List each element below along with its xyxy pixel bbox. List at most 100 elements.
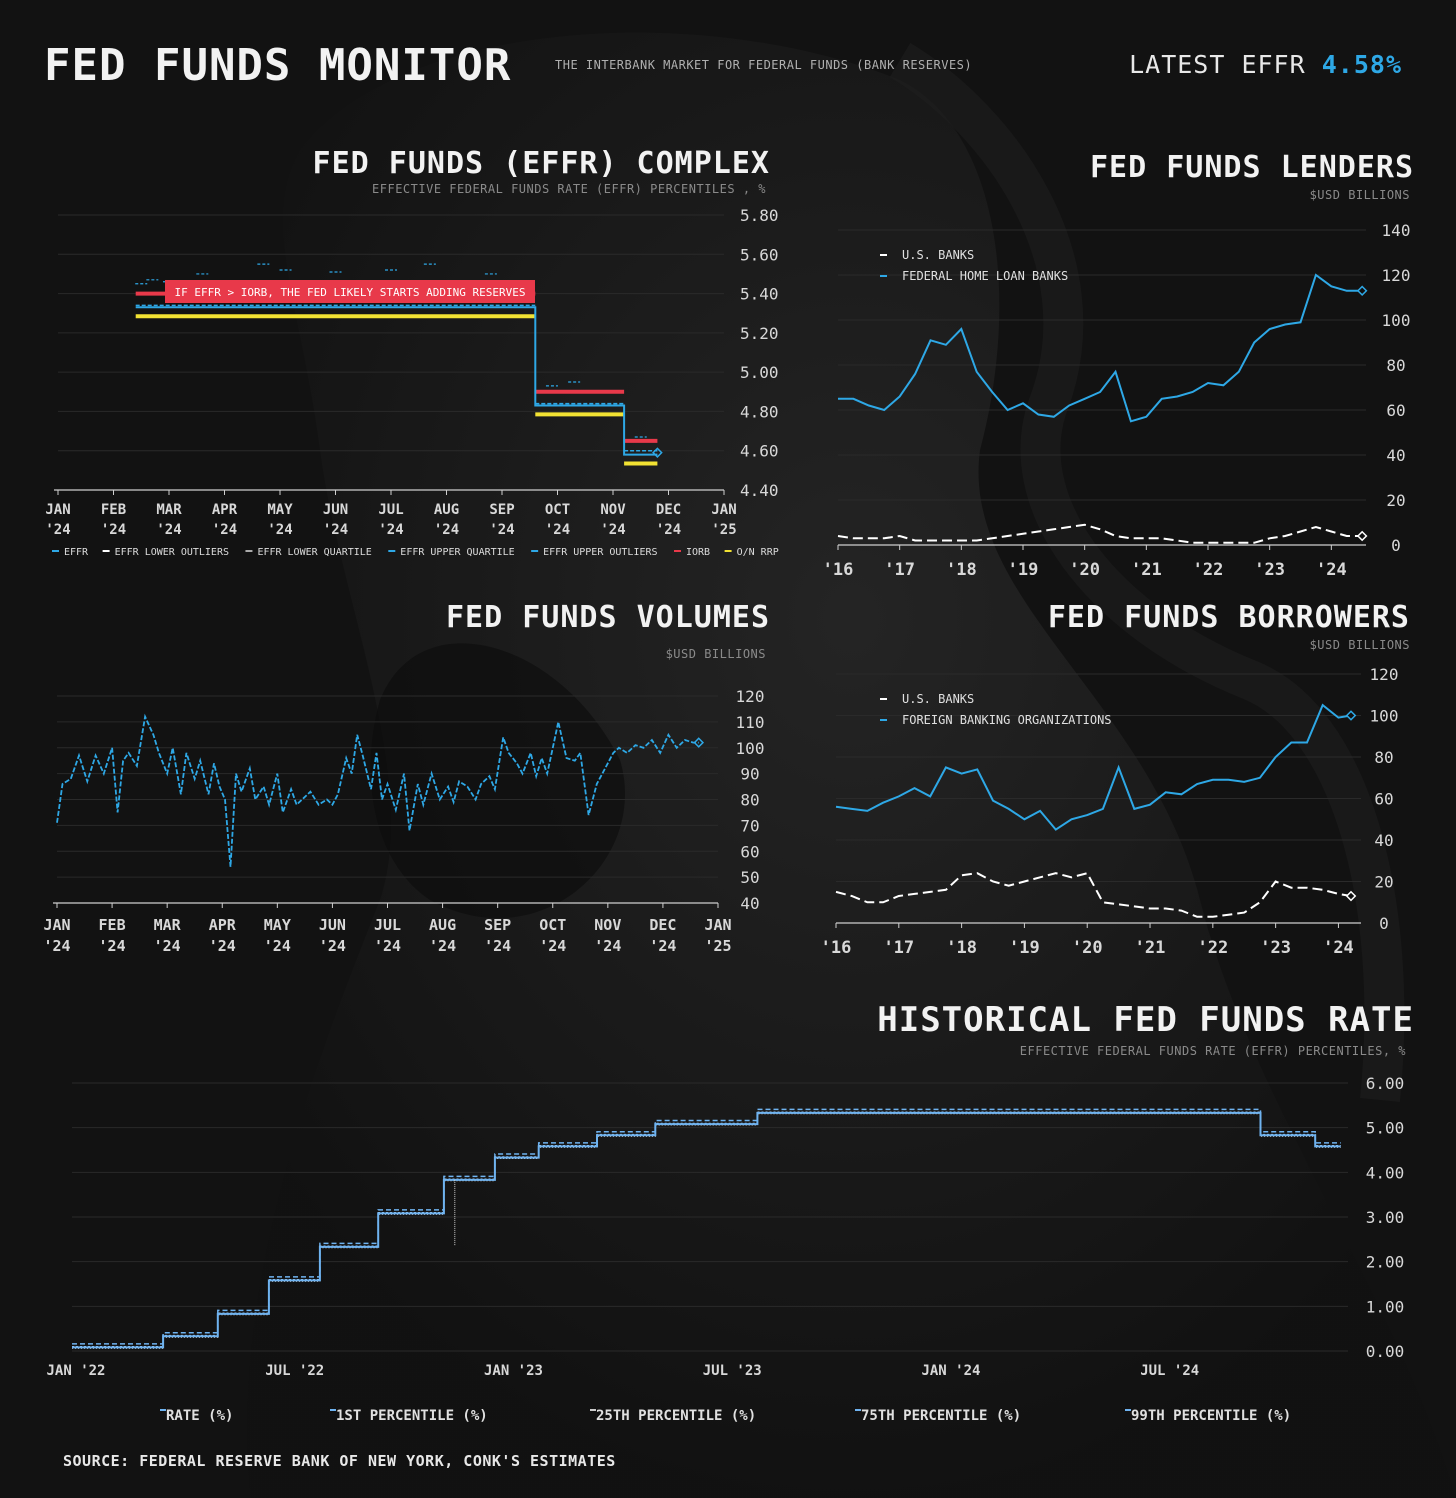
volumes-xtick-label: '24 xyxy=(374,937,401,955)
historical-legend-label: RATE (%) xyxy=(166,1408,233,1424)
volumes-xtick-label: JUL xyxy=(374,916,401,934)
borrowers-ytick-label: 120 xyxy=(1370,665,1399,684)
borrowers-xtick-label: '24 xyxy=(1323,938,1354,958)
volumes-xtick-label: DEC xyxy=(649,916,676,934)
historical-ytick-label: 3.00 xyxy=(1366,1208,1405,1227)
volumes-ytick-label: 100 xyxy=(736,739,765,758)
historical-chart: 6.00 5.00 4.00 3.00 2.00 1.00 0.00 JAN '22 JUL '… xyxy=(46,1074,1405,1424)
complex-legend-label: EFFR LOWER QUARTILE xyxy=(257,547,371,558)
lenders-last-marker xyxy=(1356,530,1368,542)
lenders-title: FED FUNDS LENDERS xyxy=(1089,150,1414,185)
volumes-xtick-label: '24 xyxy=(99,937,126,955)
volumes-title: FED FUNDS VOLUMES xyxy=(445,600,770,635)
lenders-ytick-label: 20 xyxy=(1386,491,1405,510)
borrowers-xtick-label: '20 xyxy=(1072,938,1103,958)
complex-xtick-label: '24 xyxy=(545,522,570,538)
complex-xtick-label: '24 xyxy=(101,522,126,538)
historical-xtick-label: JUL '22 xyxy=(265,1363,324,1379)
historical-p99-line xyxy=(72,1108,1341,1345)
complex-ytick-label: 5.20 xyxy=(740,324,779,343)
historical-rate-line xyxy=(72,1111,1341,1349)
complex-ytick-label: 5.00 xyxy=(740,363,779,382)
complex-xtick-label: MAY xyxy=(267,502,293,518)
borrowers-last-marker xyxy=(1345,890,1357,902)
volumes-xtick-label: '24 xyxy=(264,937,291,955)
complex-xtick-label: JUL xyxy=(378,502,403,518)
complex-xtick-label: APR xyxy=(212,502,238,518)
complex-ytick-label: 4.80 xyxy=(740,402,779,421)
volumes-ytick-label: 110 xyxy=(736,713,765,732)
app-title: FED FUNDS MONITOR xyxy=(44,40,512,91)
borrowers-xtick-label: '16 xyxy=(821,938,852,958)
volumes-xtick-label: NOV xyxy=(594,916,621,934)
volumes-xtick-label: MAR xyxy=(154,916,182,934)
volumes-xtick-label: JUN xyxy=(319,916,346,934)
complex-ytick-label: 4.60 xyxy=(740,442,779,461)
volumes-xtick-label: '24 xyxy=(649,937,676,955)
historical-xtick-label: JUL '24 xyxy=(1140,1363,1199,1379)
complex-xtick-label: FEB xyxy=(101,502,126,518)
lenders-chart: 0 20 40 60 80 100 120 140 '16 '17 '18 '19 '20 '21 '22 '… xyxy=(823,221,1411,580)
complex-annotation-text: IF EFFR > IORB, THE FED LIKELY STARTS AD… xyxy=(175,286,526,299)
lenders-ytick-label: 80 xyxy=(1386,356,1405,375)
volumes-ytick-label: 60 xyxy=(740,842,759,861)
complex-xtick-label: DEC xyxy=(656,502,681,518)
historical-title: HISTORICAL FED FUNDS RATE xyxy=(877,1000,1414,1040)
historical-ytick-label: 4.00 xyxy=(1366,1163,1405,1182)
volumes-xtick-label: '24 xyxy=(484,937,511,955)
complex-xtick-label: '24 xyxy=(267,522,292,538)
complex-xtick-label: OCT xyxy=(545,502,570,518)
volumes-chart: 120 110 100 90 80 70 60 50 40 JAN '24 FEB '24 MAR '24 A… xyxy=(43,687,765,955)
lenders-ytick-label: 40 xyxy=(1386,446,1405,465)
latest-effr-value: 4.58% xyxy=(1321,50,1402,79)
borrowers-series-line xyxy=(835,872,1352,918)
borrowers-xtick-label: '21 xyxy=(1135,938,1166,958)
lenders-series-line xyxy=(837,523,1363,544)
volumes-xtick-label: AUG xyxy=(429,916,456,934)
historical-xtick-label: JAN '24 xyxy=(921,1363,980,1379)
complex-xtick-label: '24 xyxy=(156,522,181,538)
complex-xtick-label: '24 xyxy=(45,522,70,538)
lenders-xtick-label: '24 xyxy=(1316,560,1347,580)
lenders-xtick-label: '18 xyxy=(946,560,977,580)
borrowers-title: FED FUNDS BORROWERS xyxy=(1047,600,1410,635)
historical-ytick-label: 6.00 xyxy=(1366,1074,1405,1093)
complex-xtick-label: '24 xyxy=(489,522,514,538)
borrowers-xtick-label: '22 xyxy=(1197,938,1228,958)
lenders-xtick-label: '21 xyxy=(1131,560,1162,580)
complex-xtick-label: '24 xyxy=(600,522,625,538)
lenders-xtick-label: '16 xyxy=(823,560,854,580)
lenders-ytick-label: 0 xyxy=(1391,536,1401,555)
volumes-xtick-label: OCT xyxy=(539,916,566,934)
borrowers-xtick-label: '23 xyxy=(1260,938,1291,958)
volumes-xtick-label: '24 xyxy=(594,937,621,955)
volumes-xtick-label: '24 xyxy=(43,937,70,955)
complex-annotation-box xyxy=(165,280,535,303)
complex-legend-label: EFFR xyxy=(64,547,89,558)
volumes-xtick-label: '24 xyxy=(539,937,566,955)
borrowers-legend-label: FOREIGN BANKING ORGANIZATIONS xyxy=(902,713,1112,727)
volumes-xtick-label: APR xyxy=(209,916,237,934)
complex-xtick-label: MAR xyxy=(156,502,182,518)
historical-xtick-label: JAN '22 xyxy=(46,1363,105,1379)
complex-ytick-label: 4.40 xyxy=(740,481,779,500)
borrowers-xtick-label: '17 xyxy=(883,938,914,958)
volumes-xtick-label: '24 xyxy=(319,937,346,955)
complex-xtick-label: JUN xyxy=(323,502,348,518)
borrowers-ytick-label: 0 xyxy=(1379,914,1389,933)
lenders-ytick-label: 100 xyxy=(1382,311,1411,330)
complex-xtick-label: '24 xyxy=(212,522,237,538)
volumes-ytick-label: 40 xyxy=(740,894,759,913)
complex-effr-line xyxy=(135,306,658,456)
volumes-xtick-label: FEB xyxy=(99,916,126,934)
historical-ytick-label: 0.00 xyxy=(1366,1342,1405,1361)
complex-xtick-label: '24 xyxy=(656,522,681,538)
complex-legend-label: IORB xyxy=(686,547,710,558)
lenders-xtick-label: '19 xyxy=(1008,560,1039,580)
volumes-xtick-label: MAY xyxy=(264,916,291,934)
historical-legend-label: 25TH PERCENTILE (%) xyxy=(596,1408,756,1424)
historical-legend-label: 1ST PERCENTILE (%) xyxy=(336,1408,488,1424)
historical-ytick-label: 2.00 xyxy=(1366,1253,1405,1272)
borrowers-ytick-label: 60 xyxy=(1374,790,1393,809)
volumes-last-marker xyxy=(693,737,705,748)
